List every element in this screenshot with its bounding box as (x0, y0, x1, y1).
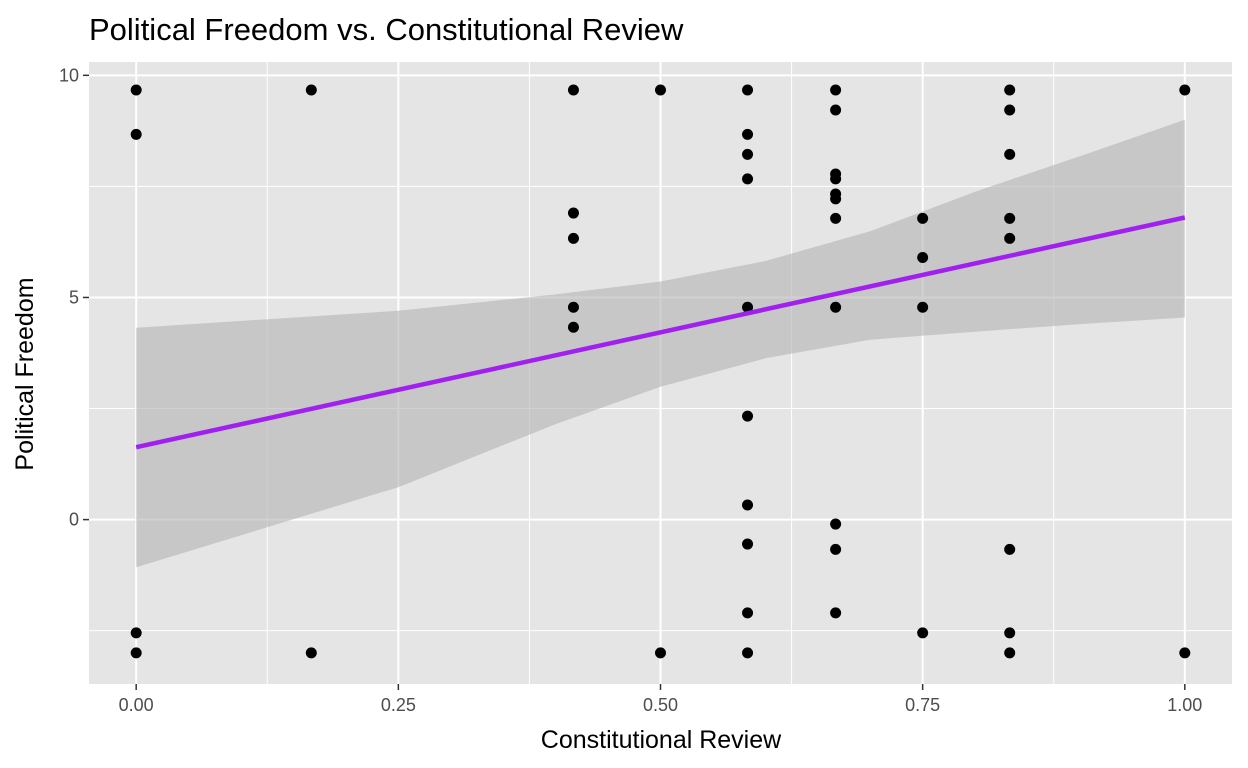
data-point-40 (1004, 148, 1016, 160)
data-point-33 (830, 607, 842, 619)
x-tick-label-3: 0.75 (905, 695, 940, 715)
data-point-43 (1004, 543, 1016, 555)
data-point-19 (742, 499, 754, 511)
data-point-46 (1179, 84, 1191, 96)
y-tick-label-1: 5 (69, 287, 79, 307)
y-axis-ticks: 0 5 10 (59, 65, 89, 530)
data-point-6 (567, 84, 579, 96)
data-point-39 (1004, 104, 1016, 116)
data-point-44 (1004, 627, 1016, 639)
data-point-9 (567, 301, 579, 313)
data-point-35 (917, 251, 929, 263)
data-point-1 (130, 128, 142, 140)
data-point-28 (830, 193, 842, 205)
data-points (130, 84, 1191, 659)
confidence-band (136, 119, 1185, 568)
x-axis-title: Constitutional Review (541, 726, 782, 754)
y-axis-title: Political Freedom (11, 277, 39, 470)
data-point-42 (1004, 232, 1016, 244)
data-point-18 (742, 410, 754, 422)
x-tick-label-1: 0.25 (381, 695, 416, 715)
data-point-45 (1004, 647, 1016, 659)
data-point-13 (742, 84, 754, 96)
chart-title: Political Freedom vs. Constitutional Rev… (89, 12, 684, 47)
data-point-20 (742, 538, 754, 550)
x-tick-label-2: 0.50 (643, 695, 678, 715)
data-point-15 (742, 148, 754, 160)
data-point-0 (130, 84, 142, 96)
data-point-12 (655, 647, 666, 659)
y-tick-label-2: 10 (59, 65, 79, 85)
data-point-23 (830, 84, 842, 96)
data-point-29 (830, 212, 842, 224)
x-tick-label-0: 0.00 (119, 695, 154, 715)
data-point-32 (830, 543, 842, 555)
data-point-2 (130, 627, 142, 639)
data-point-14 (742, 128, 754, 140)
x-axis-ticks: 0.00 0.25 0.50 0.75 1.00 (119, 684, 1202, 715)
data-point-37 (917, 627, 929, 639)
data-point-26 (830, 173, 842, 185)
data-point-31 (830, 518, 842, 530)
data-point-3 (130, 647, 142, 659)
data-point-24 (830, 104, 842, 116)
data-point-22 (742, 647, 754, 659)
data-point-30 (830, 301, 842, 313)
data-point-36 (917, 301, 929, 313)
data-point-4 (305, 84, 317, 96)
data-point-5 (305, 647, 317, 659)
data-point-47 (1179, 647, 1191, 659)
data-point-11 (655, 84, 666, 96)
data-point-21 (742, 607, 754, 619)
data-point-41 (1004, 212, 1016, 224)
data-point-34 (917, 212, 929, 224)
y-tick-label-0: 0 (69, 510, 79, 530)
data-point-17 (742, 301, 754, 313)
data-point-38 (1004, 84, 1016, 96)
data-point-8 (567, 232, 579, 244)
fit-line (135, 215, 1186, 450)
data-point-7 (567, 207, 579, 219)
x-tick-label-4: 1.00 (1167, 695, 1202, 715)
data-point-10 (567, 321, 579, 333)
data-point-16 (742, 173, 754, 185)
